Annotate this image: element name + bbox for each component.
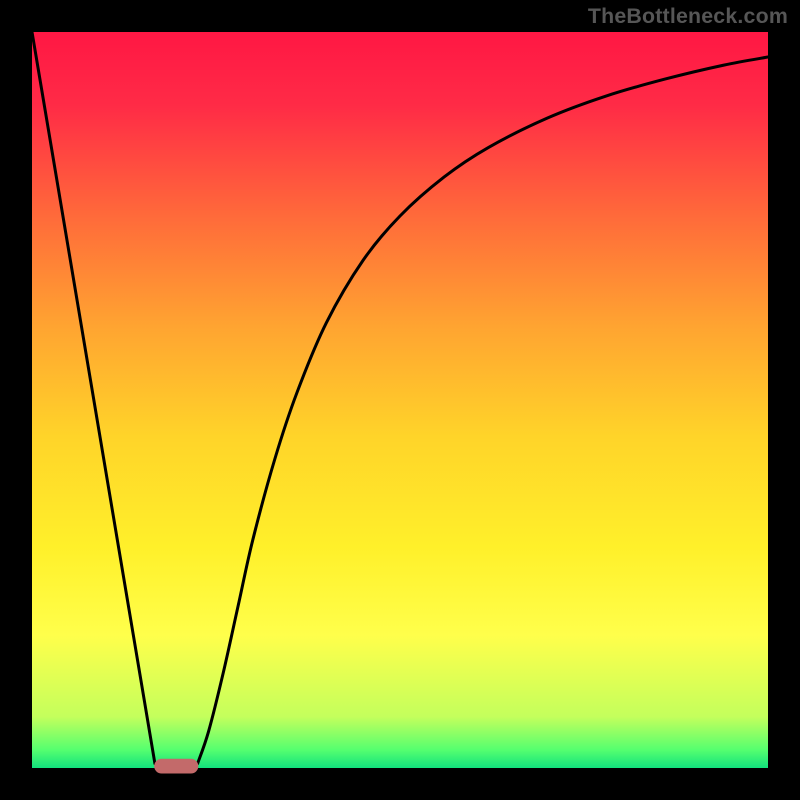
bottleneck-chart: TheBottleneck.com [0,0,800,800]
watermark-text: TheBottleneck.com [588,4,788,29]
plot-background [32,32,768,768]
chart-svg [0,0,800,800]
optimal-marker [154,759,198,774]
